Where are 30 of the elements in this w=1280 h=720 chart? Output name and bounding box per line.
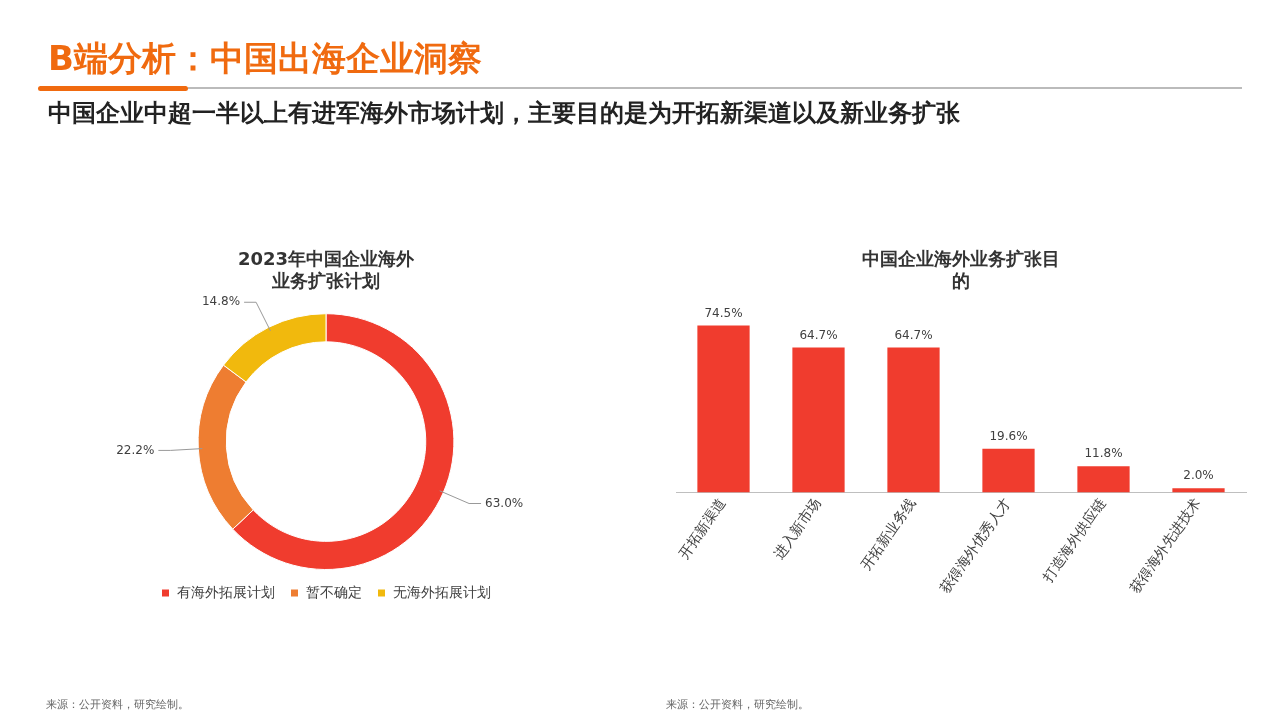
data-label: 19.6% (989, 428, 1028, 443)
data-label: 74.5% (704, 305, 743, 320)
chart-title: 2023年中国企业海外业务扩张计划 (237, 248, 416, 292)
data-label: 22.2% (116, 442, 155, 457)
text: 中国企业中超一半以上有进军海外市场计划，主要目的是为开拓新渠道以及新业务扩张 (48, 98, 961, 129)
x-tick-label: 开拓新渠道 (675, 495, 729, 562)
bar (1077, 466, 1130, 493)
data-label: 64.7% (799, 327, 838, 342)
bar (887, 347, 940, 493)
bar (1172, 488, 1225, 493)
source-note: 来源：公开资料，研究绘制。 (46, 697, 190, 712)
x-tick-label: 开拓新业务线 (857, 495, 919, 574)
text: B端分析：中国出海企业洞察 (48, 37, 483, 80)
data-label: 64.7% (894, 327, 933, 342)
legend-label: 有海外拓展计划 (176, 583, 275, 600)
bar (982, 448, 1035, 493)
x-tick-label: 获得海外先进技术 (1126, 495, 1204, 596)
x-tick-label: 获得海外优秀人才 (936, 495, 1014, 596)
source-note: 来源：公开资料，研究绘制。 (666, 697, 810, 712)
legend-label: 暂不确定 (305, 583, 362, 600)
chart-title: 中国企业海外业务扩张目的 (862, 248, 1060, 292)
data-label: 63.0% (485, 495, 524, 510)
x-tick-label: 进入新市场 (770, 495, 824, 562)
data-label: 14.8% (201, 294, 241, 309)
legend-label: 无海外拓展计划 (392, 583, 491, 600)
bar (697, 325, 750, 493)
data-label: 2.0% (1183, 468, 1214, 483)
data-label: 11.8% (1084, 446, 1123, 461)
x-tick-label: 打造海外供应链 (1039, 495, 1109, 586)
bar (792, 347, 845, 493)
